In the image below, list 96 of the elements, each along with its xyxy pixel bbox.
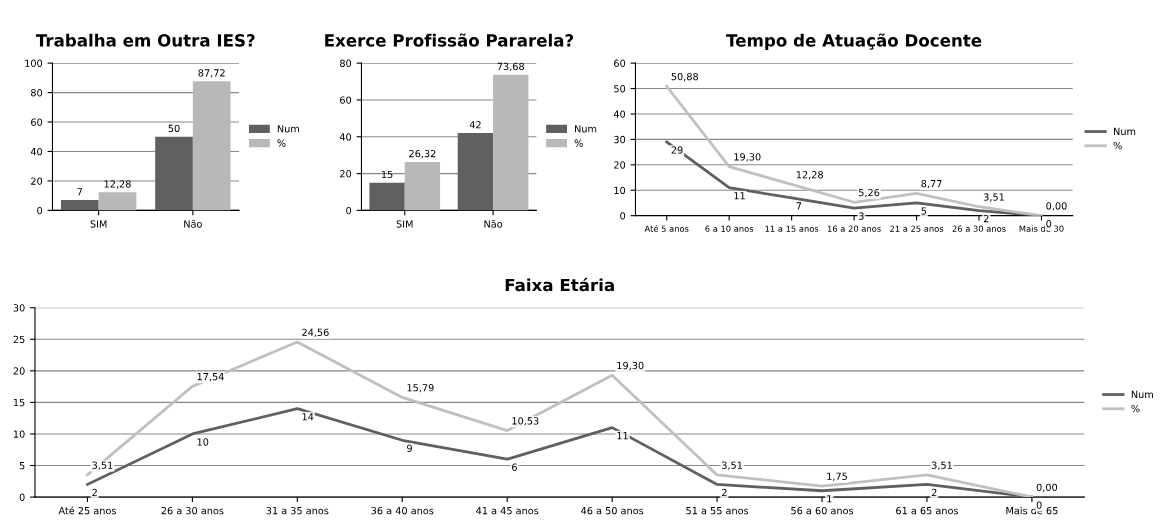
y-tick-label: 25 — [13, 335, 25, 344]
x-tick-label: 41 a 45 anos — [476, 507, 539, 515]
data-label: 12,28 — [104, 180, 131, 189]
x-tick-label: 36 a 40 anos — [371, 506, 434, 515]
data-label: 73,68 — [497, 62, 524, 72]
data-label: 3,51 — [931, 461, 952, 470]
x-tick-label: Não — [184, 219, 202, 228]
data-label: 1,75 — [827, 472, 847, 481]
data-label: 19,30 — [617, 361, 644, 371]
y-tick-label: 100 — [25, 59, 43, 67]
data-label: 3,51 — [983, 193, 1004, 202]
data-label: 9 — [407, 444, 412, 452]
data-label: 15,79 — [407, 384, 434, 393]
y-tick-label: 0 — [346, 206, 352, 215]
data-label: 3 — [859, 212, 864, 220]
chart-title: Tempo de Atuação Docente — [726, 33, 982, 50]
y-tick-label: 10 — [614, 186, 626, 195]
y-tick-label: 20 — [614, 161, 626, 169]
x-tick-label: Até 5 anos — [644, 225, 689, 232]
y-tick-label: 50 — [614, 85, 626, 93]
data-label: 0,00 — [1036, 483, 1058, 493]
data-label: 11 — [734, 192, 745, 200]
data-label: 50 — [168, 124, 180, 133]
data-label: 42 — [469, 121, 481, 129]
y-tick-label: 60 — [614, 59, 626, 67]
y-tick-label: 30 — [614, 135, 626, 144]
y-tick-label: 0 — [620, 212, 626, 220]
data-label: 87,72 — [198, 69, 225, 78]
x-tick-label: Não — [484, 219, 503, 228]
data-label: 0,00 — [1046, 202, 1067, 211]
data-label: 5 — [921, 207, 927, 215]
y-tick-label: 40 — [339, 133, 352, 141]
y-tick-label: 60 — [340, 96, 352, 104]
y-tick-label: 15 — [13, 399, 25, 407]
data-label: 8,77 — [921, 179, 942, 189]
x-tick-label: 31 a 35 anos — [266, 506, 329, 515]
x-tick-label: 51 a 55 anos — [686, 507, 749, 515]
data-label: 2 — [931, 488, 937, 496]
data-label: 3,51 — [92, 461, 113, 470]
data-label: 14 — [302, 413, 314, 421]
legend-label: Num — [277, 125, 299, 133]
data-label: 3,51 — [722, 461, 743, 470]
data-label: 17,54 — [197, 373, 224, 382]
y-tick-label: 20 — [31, 177, 43, 185]
y-tick-label: 40 — [30, 147, 43, 156]
x-tick-label: 26 a 30 anos — [161, 506, 224, 515]
data-label: 29 — [671, 146, 683, 154]
data-label: 2 — [721, 488, 727, 496]
y-tick-label: 0 — [37, 206, 43, 215]
y-tick-label: 30 — [13, 304, 25, 312]
x-tick-label: 21 a 25 anos — [890, 225, 944, 232]
chart-title: Trabalha em Outra IES? — [35, 33, 255, 47]
x-tick-label: 46 a 50 anos — [581, 506, 644, 515]
data-label: 10,53 — [512, 417, 539, 426]
y-tick-label: 40 — [613, 110, 626, 118]
x-tick-label: 26 a 30 anos — [952, 225, 1006, 232]
x-tick-label: 11 a 15 anos — [765, 225, 819, 232]
data-label: 50,88 — [671, 72, 699, 82]
legend-label: % — [277, 139, 286, 147]
y-tick-label: 20 — [340, 170, 352, 178]
data-label: 15 — [381, 170, 393, 179]
x-tick-label: 56 a 60 anos — [791, 506, 854, 515]
data-label: 24,56 — [302, 328, 329, 337]
data-label: 6 — [512, 463, 517, 471]
data-label: 19,30 — [734, 153, 761, 162]
data-label: 12,28 — [796, 171, 823, 180]
data-label: 5,26 — [859, 188, 880, 198]
x-tick-label: 61 a 65 anos — [896, 506, 959, 515]
data-label: 2 — [983, 214, 989, 223]
x-tick-label: 6 a 10 anos — [705, 225, 754, 232]
y-tick-label: 10 — [13, 430, 25, 438]
data-label: 11 — [617, 432, 628, 440]
data-label: 7 — [796, 202, 802, 210]
x-tick-label: Até 25 anos — [58, 506, 116, 515]
data-label: 2 — [92, 488, 97, 496]
legend-label: Num — [575, 125, 597, 133]
legend-label: % — [1131, 404, 1140, 413]
x-tick-label: SIM — [90, 220, 107, 228]
x-tick-label: SIM — [396, 220, 413, 228]
data-label: 1 — [827, 495, 832, 503]
y-tick-label: 60 — [31, 118, 43, 126]
y-tick-label: 5 — [19, 462, 25, 470]
x-tick-label: 16 a 20 anos — [827, 225, 881, 232]
data-label: 7 — [77, 188, 83, 196]
legend-label: % — [1113, 141, 1122, 150]
chart-title: Faixa Etária — [505, 277, 614, 292]
legend-label: Num — [1114, 127, 1136, 136]
y-tick-label: 80 — [340, 59, 352, 67]
y-tick-label: 20 — [13, 367, 25, 375]
legend-label: Num — [1131, 390, 1153, 399]
data-label: 10 — [197, 438, 209, 446]
data-label: 26,32 — [409, 149, 436, 159]
y-tick-label: 0 — [19, 493, 25, 501]
chart-title: Exerce Profissão Pararela? — [325, 33, 574, 47]
y-tick-label: 80 — [31, 89, 43, 97]
legend-label: % — [574, 139, 583, 147]
